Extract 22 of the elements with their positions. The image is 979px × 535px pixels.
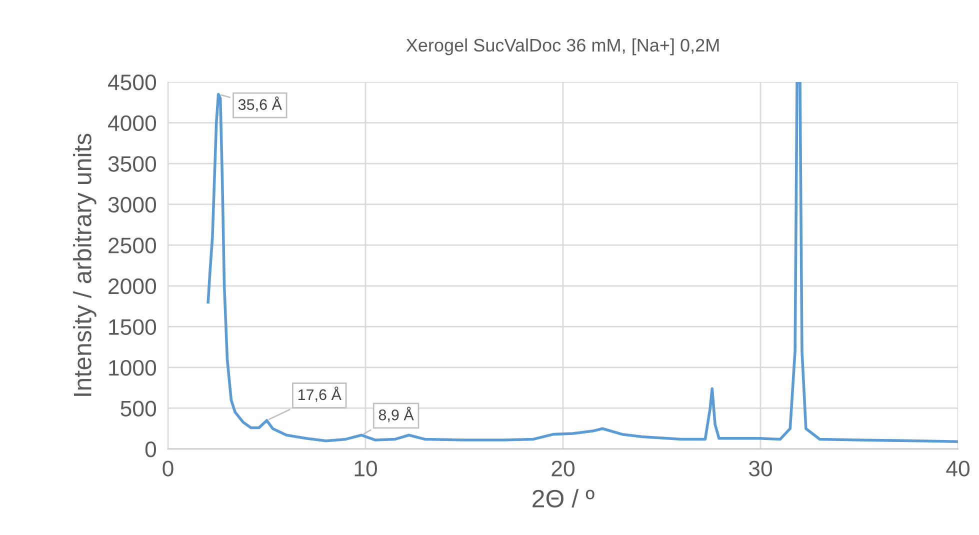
y-tick-label: 3500 [108,156,156,172]
chart-title: Xerogel SucValDoc 36 mM, [Na+] 0,2M [406,38,719,56]
annotation: 8,9 Å [378,406,414,422]
annotation: 17,6 Å [298,386,342,402]
y-tick-label: 1000 [109,360,156,376]
y-tick-label: 4000 [108,115,156,132]
y-tick-label: 2500 [108,238,156,254]
x-tick-label: 30 [748,460,772,476]
y-tick-label: 0 [145,442,156,458]
line-series [206,82,958,444]
x-axis-title: 2Θ / º [532,489,594,508]
x-tick-label: 40 [946,460,970,476]
x-tick-label: 0 [162,460,174,476]
y-tick-label: 4500 [108,74,156,90]
x-tick-label: 20 [552,460,574,476]
y-tick-label: 2000 [108,278,156,294]
y-tick-label: 1500 [109,319,156,335]
x-tick-label: 10 [354,460,377,476]
y-axis-title: Intensity / arbitrary units [73,134,96,396]
y-tick-label: 500 [120,400,156,416]
y-tick-label: 3000 [108,196,156,213]
annotation: 35,6 Å [238,96,282,112]
